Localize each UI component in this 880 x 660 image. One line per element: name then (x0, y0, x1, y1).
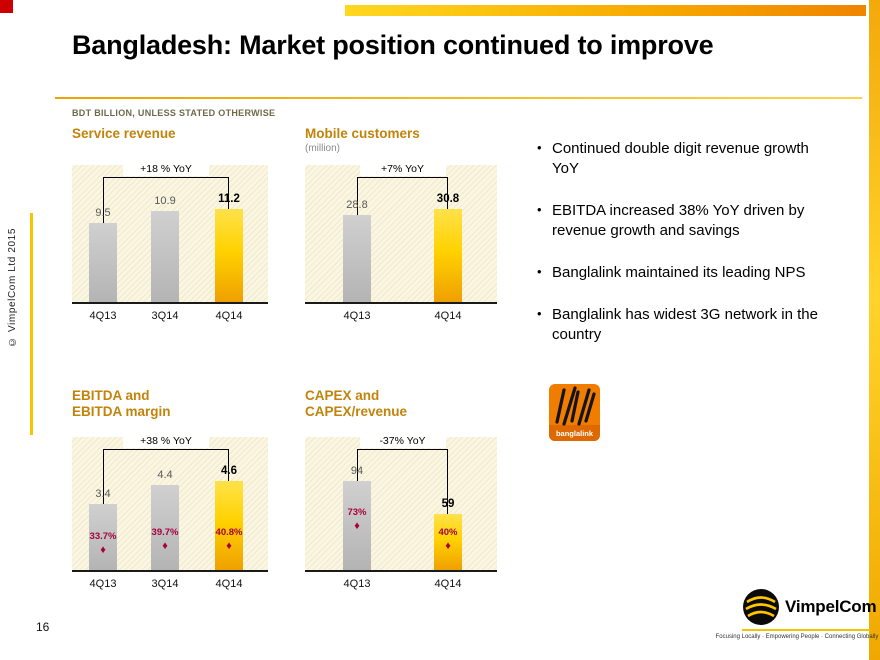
chart-plot: -37% YoY 94 4Q13 ♦ 73% 59 4Q14 ♦ 40% (305, 434, 497, 590)
axis-label: 4Q14 (434, 578, 462, 590)
bullet-item: Banglalink has widest 3G network in the … (535, 305, 837, 345)
vimpelcom-tagline: Focusing Locally · Empowering People · C… (715, 634, 879, 640)
left-accent-line (30, 213, 33, 435)
chart-mobile-customers: Mobile customers (million) +7% YoY 28.8 4Q… (305, 126, 497, 342)
bar-value-label: 30.8 (436, 193, 460, 205)
margin-value-label: 40% (438, 527, 458, 538)
chart-plot: +18 % YoY 9.5 4Q13 10.9 3Q14 11.2 4Q14 (72, 162, 268, 322)
top-gradient-bar (345, 5, 866, 16)
bullet-text: Continued double digit revenue growth Yo… (552, 140, 809, 177)
yoy-bracket-line (447, 449, 448, 516)
yoy-annotation: +7% YoY (359, 162, 446, 176)
axis-label: 4Q14 (215, 310, 243, 322)
bar-value-label: 59 (441, 498, 455, 510)
yoy-bracket-line (103, 177, 104, 225)
axis-label: 3Q14 (151, 310, 179, 322)
corner-red-square (0, 0, 13, 13)
axis-label: 4Q14 (215, 578, 243, 590)
bar-value-label: 10.9 (154, 195, 176, 207)
bar-4Q14 (434, 209, 462, 302)
yoy-bracket-line (357, 177, 448, 178)
yoy-annotation: -37% YoY (359, 434, 446, 448)
bar-value-label: 11.2 (218, 193, 240, 205)
bar-value-label: 28.8 (346, 199, 368, 211)
bar-value-label: 9.5 (95, 207, 111, 219)
bar-4Q13 (343, 481, 371, 570)
bullet-text: EBITDA increased 38% YoY driven by reven… (552, 201, 805, 239)
margin-value-label: 39.7% (151, 527, 179, 539)
margin-diamond-marker: ♦ (162, 540, 168, 553)
banglalink-logo: banglalink (548, 383, 602, 448)
chart-ebitda-margin: EBITDA and EBITDA margin +38 % YoY 3.4 4Q1… (72, 388, 268, 602)
yoy-annotation: +18 % YoY (123, 162, 209, 176)
chart-capex-revenue: CAPEX and CAPEX/revenue -37% YoY 94 4Q13 ♦ 7… (305, 388, 497, 602)
bar-value-label: 4.6 (221, 465, 237, 477)
bar-4Q14 (215, 209, 243, 302)
copyright-text: © VimpelCom Ltd 2015 (7, 228, 18, 347)
chart-plot: +7% YoY 28.8 4Q13 30.8 4Q14 (305, 162, 497, 322)
bullet-list: Continued double digit revenue growth Yo… (535, 139, 837, 367)
bullet-item: Banglalink maintained its leading NPS (535, 263, 837, 283)
margin-value-label: 33.7% (89, 530, 117, 542)
yoy-bracket-line (103, 177, 229, 178)
yoy-annotation: +38 % YoY (123, 434, 209, 448)
vimpelcom-logo-label: VimpelCom (785, 597, 877, 616)
bar-value-label: 4.4 (157, 469, 173, 481)
yoy-bracket-line (103, 449, 104, 506)
margin-value-label: 73% (347, 507, 367, 519)
bar-value-label: 3.4 (95, 488, 111, 500)
bar-3Q14 (151, 211, 179, 302)
bullet-item: Continued double digit revenue growth Yo… (535, 139, 837, 179)
axis-label: 4Q14 (434, 310, 462, 322)
slide-title: Bangladesh: Market position continued to… (72, 30, 714, 60)
vimpelcom-bee-icon (743, 589, 779, 625)
axis-label: 4Q13 (89, 578, 117, 590)
chart-title: Service revenue (72, 126, 176, 141)
bar-4Q13 (343, 215, 371, 302)
bullet-item: EBITDA increased 38% YoY driven by reven… (535, 201, 837, 241)
right-gradient-bar (869, 0, 880, 660)
vimpelcom-logo: VimpelCom (742, 588, 877, 626)
chart-service-revenue: Service revenue +18 % YoY 9.5 4Q13 10.9 3Q14… (72, 126, 268, 342)
yoy-bracket-line (357, 449, 448, 450)
axis-label: 4Q13 (343, 310, 371, 322)
chart-title: CAPEX and CAPEX/revenue (305, 388, 408, 420)
bullet-text: Banglalink maintained its leading NPS (552, 263, 806, 281)
margin-diamond-marker: ♦ (226, 539, 232, 552)
banglalink-logo-label: banglalink (556, 429, 594, 438)
bar-4Q13 (89, 504, 117, 570)
bar-4Q13 (89, 223, 117, 302)
chart-plot: +38 % YoY 3.4 4Q13 ♦ 33.7% 4.4 3Q14 ♦ 39.7% 4.6 4Q… (72, 434, 268, 590)
margin-diamond-marker: ♦ (354, 520, 360, 533)
yoy-bracket-line (228, 177, 229, 211)
chart-title: Mobile customers (305, 126, 420, 141)
yoy-bracket-line (228, 449, 229, 483)
page-number: 16 (36, 620, 50, 634)
units-note: BDT BILLION, UNLESS STATED OTHERWISE (72, 108, 276, 118)
bar-4Q14 (215, 481, 243, 570)
bar-value-label: 94 (350, 465, 364, 477)
axis-label: 3Q14 (151, 578, 179, 590)
margin-diamond-marker: ♦ (445, 540, 451, 552)
margin-diamond-marker: ♦ (100, 543, 106, 556)
yoy-bracket-line (357, 449, 358, 483)
banglalink-logo-icon: banglalink (549, 384, 600, 441)
chart-subtitle: (million) (305, 143, 340, 155)
yoy-bracket-line (357, 177, 358, 217)
vimpelcom-logo-rule (742, 629, 870, 631)
bar-4Q14 (434, 514, 462, 570)
title-divider-line (55, 97, 862, 99)
bar-3Q14 (151, 485, 179, 570)
chart-title: EBITDA and EBITDA margin (72, 388, 171, 420)
margin-value-label: 40.8% (215, 526, 243, 538)
bullet-text: Banglalink has widest 3G network in the … (552, 305, 818, 343)
yoy-bracket-line (103, 449, 229, 450)
yoy-bracket-line (447, 177, 448, 211)
axis-label: 4Q13 (343, 578, 371, 590)
axis-label: 4Q13 (89, 310, 117, 322)
